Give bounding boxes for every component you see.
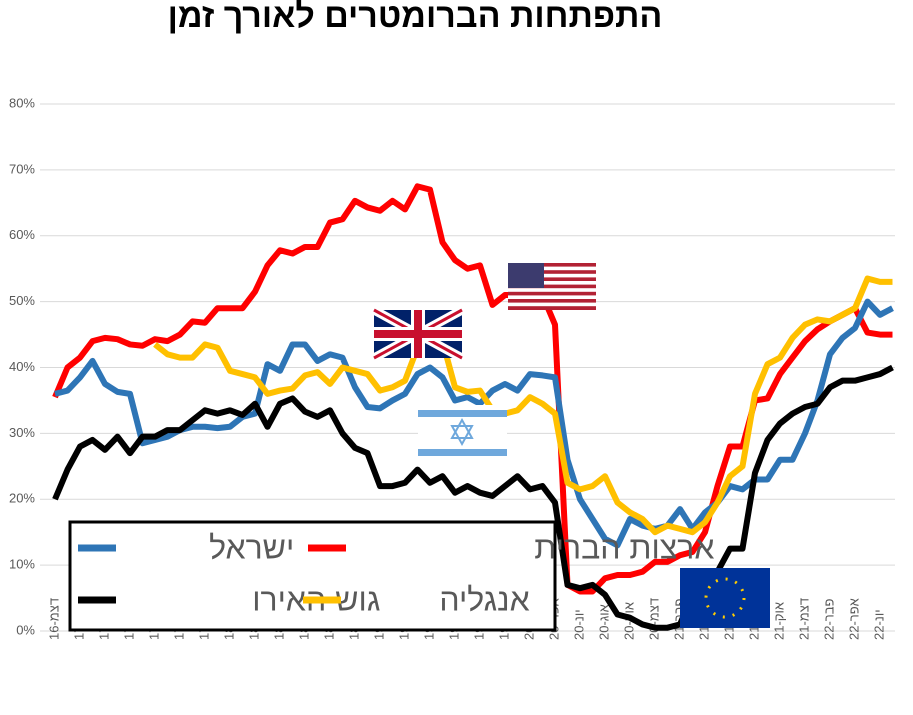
y-tick-label: 20% <box>9 491 35 506</box>
x-tick-label: דצמ-20 <box>646 598 661 640</box>
series-line <box>52 364 894 631</box>
x-tick-label: אפר-22 <box>846 598 861 640</box>
flag-us <box>508 263 596 310</box>
flag-uk <box>371 306 465 362</box>
y-tick-label: 30% <box>9 425 35 440</box>
legend-label: אנגליה <box>439 581 529 617</box>
x-tick-label: דצמ-16 <box>46 598 61 640</box>
legend-label: ארצות הברית <box>534 529 714 565</box>
y-tick-label: 10% <box>9 557 35 572</box>
x-tick-label: פבר-22 <box>821 598 836 640</box>
y-tick-label: 80% <box>9 95 35 110</box>
x-tick-label: יונ-22 <box>871 609 886 640</box>
y-tick-label: 50% <box>9 293 35 308</box>
flag-israel <box>418 405 507 461</box>
x-tick-label: דצמ-21 <box>796 598 811 640</box>
y-tick-label: 0% <box>16 622 35 637</box>
legend-label: ישראל <box>209 529 294 565</box>
x-tick-label: אוג-20 <box>596 604 611 640</box>
y-tick-label: 60% <box>9 227 35 242</box>
legend <box>68 520 557 632</box>
x-tick-label: אוק-20 <box>621 602 636 640</box>
y-tick-label: 40% <box>9 359 35 374</box>
x-tick-label: אוק-21 <box>771 602 786 640</box>
series-line <box>153 275 893 536</box>
flag-eu <box>680 568 770 628</box>
chart-title: התפתחות הברומטרים לאורך זמן <box>168 0 663 35</box>
y-tick-label: 70% <box>9 161 35 176</box>
x-tick-label: יונ-20 <box>571 609 586 640</box>
